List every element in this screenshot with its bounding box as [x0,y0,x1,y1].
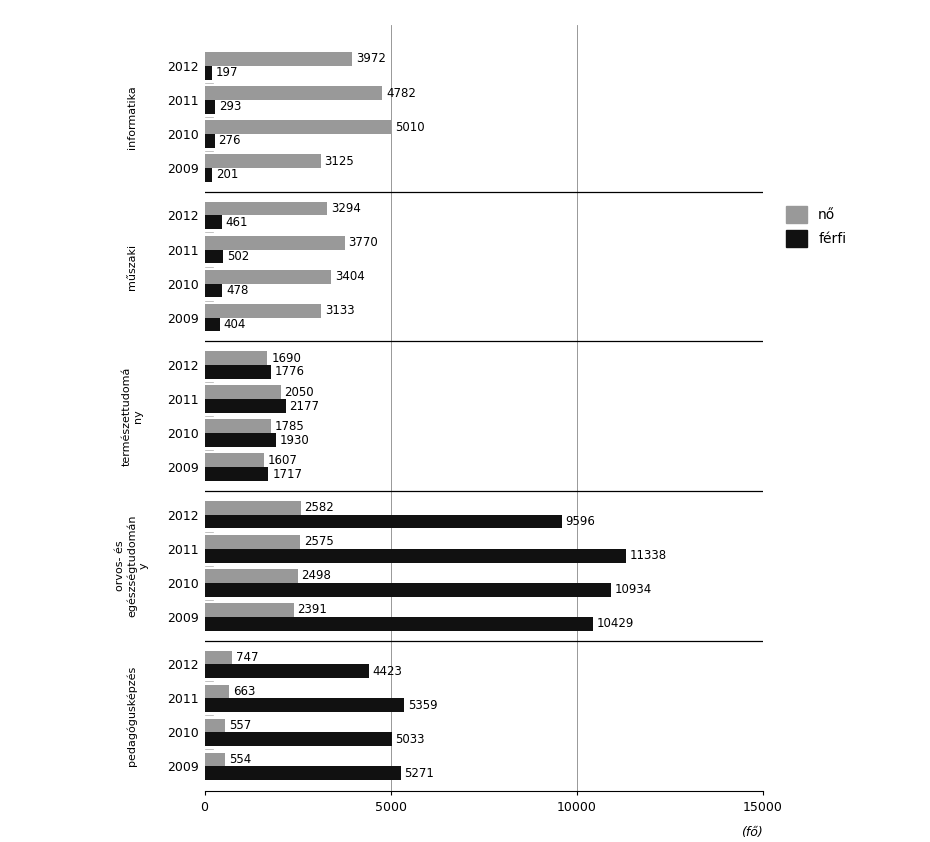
Bar [205,719,225,733]
Bar [205,617,592,631]
Text: 4782: 4782 [386,87,416,99]
Legend: nő, férfi: nő, férfi [780,200,852,253]
Text: 554: 554 [229,753,251,766]
Bar [205,535,300,549]
Text: 478: 478 [226,284,248,297]
Bar [205,419,271,433]
Text: 2391: 2391 [298,604,327,616]
Bar [205,304,321,317]
Text: 2498: 2498 [301,569,331,583]
Text: informatika: informatika [127,85,137,149]
Bar [205,269,331,284]
Text: 2582: 2582 [304,501,334,514]
Text: 293: 293 [219,100,242,114]
Bar [205,386,281,399]
Text: 1690: 1690 [272,352,301,365]
Bar [205,134,215,147]
Text: 5010: 5010 [394,120,424,134]
Text: 4423: 4423 [373,664,403,678]
Text: 1785: 1785 [274,420,304,433]
Bar [205,753,225,766]
Bar [205,249,223,264]
Text: 10429: 10429 [596,617,633,631]
Bar [205,733,392,746]
Bar [205,454,264,467]
Bar [205,569,298,583]
Text: 1607: 1607 [268,454,298,466]
Bar [205,685,230,698]
Bar [205,120,391,134]
Bar [205,52,352,66]
Text: 276: 276 [219,135,241,147]
Text: 3294: 3294 [331,202,361,215]
Text: 1776: 1776 [274,365,304,378]
Text: pedagógusképzés: pedagógusképzés [126,665,138,765]
Bar [205,216,221,229]
Text: műszaki: műszaki [127,243,137,290]
Text: 557: 557 [229,719,251,732]
Text: 2177: 2177 [289,399,319,413]
Text: 461: 461 [225,216,248,229]
Bar [205,351,268,365]
Text: 10934: 10934 [615,584,652,596]
Text: 663: 663 [233,685,256,698]
Bar [205,365,271,379]
Text: 3133: 3133 [325,304,354,317]
Text: 197: 197 [216,67,238,79]
Bar [205,651,232,664]
Text: 3125: 3125 [325,155,354,168]
Text: természettudomá
ny: természettudomá ny [121,366,143,466]
Bar [205,100,216,114]
Bar [205,549,627,562]
Bar [205,664,369,678]
Bar [205,284,222,297]
Bar [205,766,401,781]
Text: 404: 404 [223,318,246,331]
Text: 5359: 5359 [407,699,437,711]
Bar [205,317,219,332]
Text: 9596: 9596 [565,515,595,528]
Bar [205,154,321,168]
Text: 1717: 1717 [272,467,302,481]
Text: 2575: 2575 [304,536,334,548]
Text: 1930: 1930 [280,434,310,446]
Bar [205,66,212,80]
Text: 3770: 3770 [349,236,379,249]
Bar [205,514,562,529]
Text: 3972: 3972 [356,52,386,66]
Text: 747: 747 [236,651,259,664]
Bar [205,583,611,597]
Text: 5033: 5033 [395,733,425,746]
Bar [205,168,212,182]
Text: 3404: 3404 [335,270,365,283]
Bar [205,501,300,514]
Bar [205,202,327,216]
Text: 11338: 11338 [631,549,667,562]
Bar [205,399,286,413]
Bar [205,698,404,712]
Bar [205,86,382,100]
Bar [205,433,276,447]
Bar [205,603,294,617]
Text: 2050: 2050 [285,386,314,399]
Text: (fő): (fő) [741,826,763,839]
Text: 201: 201 [216,168,238,181]
Bar [205,467,269,481]
Text: orvos- és
egészségtudomán
y: orvos- és egészségtudomán y [115,514,149,617]
Bar [205,236,345,249]
Text: 502: 502 [227,250,249,263]
Text: 5271: 5271 [405,767,434,780]
